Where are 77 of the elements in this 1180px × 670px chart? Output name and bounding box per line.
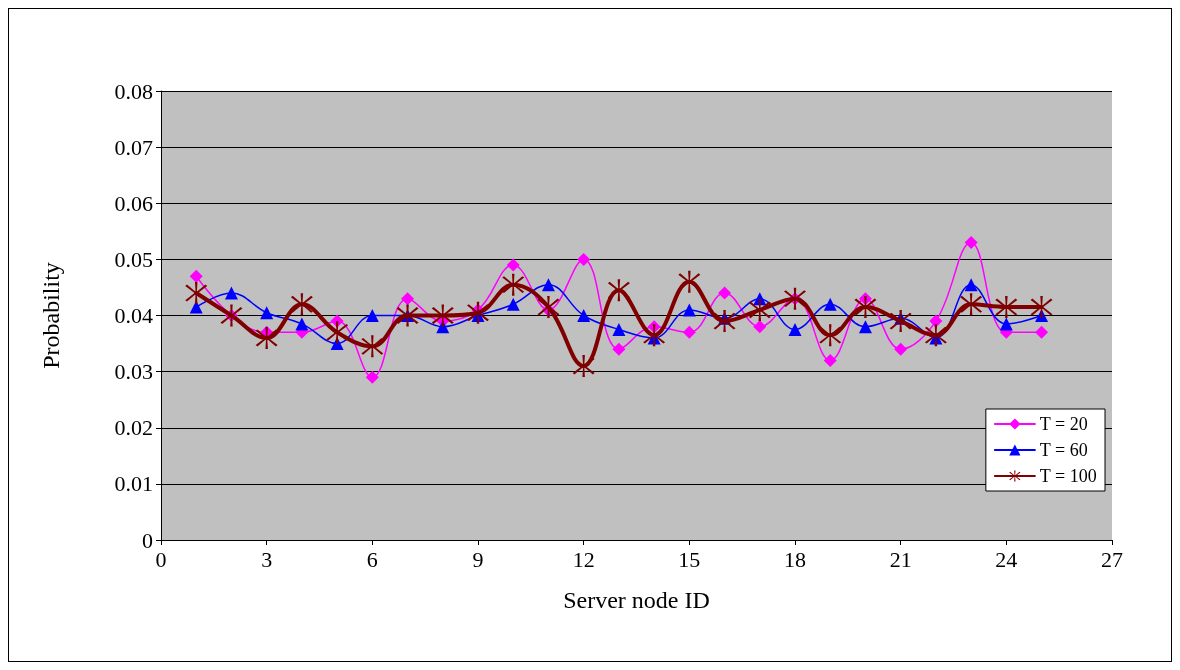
legend-label: T = 60 bbox=[1039, 440, 1088, 460]
point bbox=[577, 309, 591, 322]
x-tick-label: 24 bbox=[995, 546, 1018, 572]
point bbox=[682, 303, 696, 317]
point bbox=[189, 269, 203, 283]
x-axis-title: Server node ID bbox=[563, 587, 710, 613]
point bbox=[189, 300, 203, 314]
y-tick-label: 0.01 bbox=[114, 471, 153, 497]
y-tick-label: 0.04 bbox=[114, 303, 153, 328]
y-axis-title: Probability bbox=[38, 262, 64, 369]
point bbox=[295, 317, 309, 331]
point bbox=[643, 324, 666, 347]
point bbox=[718, 286, 732, 300]
point bbox=[753, 320, 767, 334]
point bbox=[1035, 325, 1049, 339]
point bbox=[431, 304, 454, 327]
point bbox=[995, 296, 1018, 319]
point bbox=[541, 278, 555, 292]
point bbox=[396, 304, 419, 327]
point bbox=[854, 296, 877, 319]
point bbox=[748, 298, 771, 321]
point bbox=[612, 323, 626, 337]
point bbox=[999, 317, 1013, 331]
point bbox=[1030, 296, 1053, 319]
point bbox=[819, 324, 842, 347]
y-tick-label: 0.03 bbox=[114, 359, 153, 385]
point bbox=[224, 286, 238, 300]
y-tick-label: 0.07 bbox=[114, 134, 153, 160]
point bbox=[858, 320, 872, 334]
point bbox=[612, 342, 626, 356]
point bbox=[467, 301, 489, 324]
y-tick-label: 0.06 bbox=[114, 190, 153, 216]
x-tick-label: 15 bbox=[678, 546, 701, 572]
point bbox=[365, 309, 379, 322]
point bbox=[577, 252, 591, 266]
point bbox=[964, 278, 978, 292]
legend-label: T = 100 bbox=[1039, 466, 1097, 486]
point bbox=[255, 326, 278, 349]
point bbox=[502, 273, 525, 296]
point bbox=[678, 270, 701, 293]
point bbox=[823, 353, 837, 367]
point bbox=[361, 335, 384, 358]
y-tick-label: 0.05 bbox=[114, 246, 153, 272]
x-tick-label: 9 bbox=[472, 546, 484, 572]
point bbox=[924, 324, 947, 347]
point bbox=[401, 292, 415, 306]
point bbox=[506, 297, 520, 311]
point bbox=[823, 297, 837, 311]
legend-label: T = 20 bbox=[1039, 414, 1088, 434]
point bbox=[713, 310, 736, 333]
y-tick-label: 0 bbox=[142, 527, 153, 553]
y-tick-label: 0.02 bbox=[114, 415, 153, 441]
x-tick-label: 27 bbox=[1101, 546, 1123, 572]
point bbox=[788, 323, 802, 337]
point bbox=[185, 282, 208, 305]
point bbox=[572, 355, 595, 378]
x-tick-label: 3 bbox=[261, 546, 273, 572]
point bbox=[365, 370, 379, 384]
point bbox=[607, 279, 630, 302]
x-tick-label: 18 bbox=[784, 546, 806, 572]
point bbox=[894, 342, 908, 356]
point bbox=[260, 306, 274, 320]
point bbox=[506, 258, 520, 272]
point bbox=[929, 314, 943, 328]
point bbox=[537, 296, 560, 319]
x-tick-label: 12 bbox=[572, 546, 595, 572]
point bbox=[326, 321, 349, 344]
point bbox=[220, 304, 243, 327]
point bbox=[889, 310, 912, 333]
point bbox=[682, 325, 696, 339]
point bbox=[964, 236, 978, 250]
y-tick-label: 0.08 bbox=[114, 78, 153, 104]
point bbox=[784, 287, 806, 310]
point bbox=[290, 293, 313, 316]
point bbox=[960, 293, 983, 316]
x-tick-label: 21 bbox=[889, 546, 912, 572]
x-tick-label: 6 bbox=[366, 546, 378, 572]
